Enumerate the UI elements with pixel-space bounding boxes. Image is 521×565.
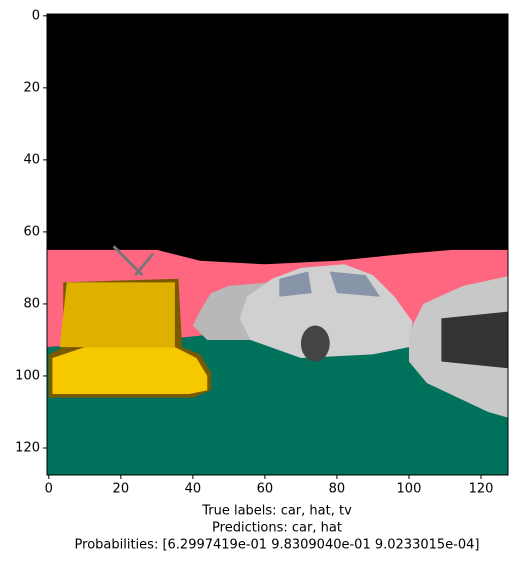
y-tick-label: 60 xyxy=(23,224,40,239)
y-tick-label: 100 xyxy=(15,368,40,383)
car-window xyxy=(279,271,312,297)
x-tick-label: 60 xyxy=(257,482,274,497)
car-window xyxy=(329,271,381,297)
image xyxy=(47,14,508,475)
x-tick-label: 120 xyxy=(469,482,494,497)
x-tick-label: 80 xyxy=(329,482,346,497)
y-tick-label: 80 xyxy=(23,296,40,311)
y-tick-label: 120 xyxy=(15,440,40,455)
car-grille xyxy=(441,311,508,369)
hat-crown xyxy=(59,282,175,348)
axes-frame xyxy=(46,13,509,476)
wheel xyxy=(300,325,330,362)
caption-line: True labels: car, hat, tv xyxy=(201,504,352,519)
x-tick-label: 0 xyxy=(45,482,53,497)
y-tick-label: 20 xyxy=(23,80,40,95)
y-tick-label: 40 xyxy=(23,152,40,167)
x-tick-label: 20 xyxy=(113,482,130,497)
caption-line: Probabilities: [6.2997419e-01 9.8309040e… xyxy=(75,538,480,553)
y-tick-label: 0 xyxy=(32,8,40,23)
x-tick-label: 40 xyxy=(185,482,202,497)
x-tick-label: 100 xyxy=(397,482,422,497)
caption-line: Predictions: car, hat xyxy=(212,521,342,536)
hat-brim xyxy=(52,347,208,394)
antenna xyxy=(134,252,155,277)
